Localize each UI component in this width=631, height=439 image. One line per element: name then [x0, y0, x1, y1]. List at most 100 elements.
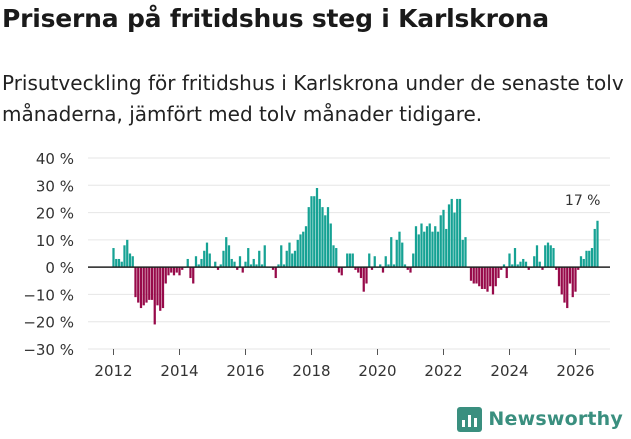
- bar: [568, 267, 572, 284]
- bar: [423, 231, 426, 268]
- bar: [148, 267, 151, 300]
- bar: [398, 231, 401, 268]
- bar: [214, 261, 217, 268]
- bar: [134, 267, 137, 298]
- bar: [233, 261, 236, 268]
- bar: [288, 242, 291, 268]
- bar: [274, 267, 277, 279]
- bar: [428, 223, 431, 268]
- bar: [156, 267, 159, 306]
- y-tick-label: 0 %: [45, 259, 74, 277]
- x-tick-label: 2026: [556, 362, 594, 380]
- bar: [403, 264, 407, 268]
- bar: [486, 267, 489, 292]
- bar: [577, 267, 580, 270]
- bar: [142, 267, 145, 306]
- bar: [373, 256, 376, 268]
- bar: [203, 250, 206, 268]
- bar: [186, 258, 189, 268]
- bar: [260, 264, 264, 268]
- bar: [150, 267, 154, 300]
- bar: [370, 267, 374, 270]
- x-tick-label: 2016: [226, 362, 264, 380]
- bar: [420, 223, 423, 268]
- bar: [571, 267, 574, 298]
- bar: [475, 267, 478, 284]
- bar: [255, 264, 258, 268]
- bar: [359, 267, 363, 279]
- bar: [519, 261, 522, 268]
- bar: [535, 245, 539, 268]
- x-tick-label: 2014: [160, 362, 198, 380]
- bar: [112, 248, 115, 268]
- bar: [313, 196, 316, 268]
- bar: [227, 245, 231, 268]
- bar: [409, 267, 412, 273]
- bar: [511, 264, 514, 268]
- bar: [139, 267, 143, 309]
- bar: [544, 245, 547, 268]
- bar: [453, 212, 456, 268]
- bar: [588, 250, 591, 268]
- bar: [244, 261, 247, 268]
- x-axis: 2012 2014 2016 2018 2020 2022 2024 2026: [94, 349, 595, 380]
- chart-subtitle: Prisutveckling för fritidshus i Karlskro…: [2, 71, 624, 126]
- bar: [439, 215, 442, 268]
- x-tick-label: 2018: [292, 362, 330, 380]
- bar: [167, 267, 170, 276]
- bar: [585, 250, 588, 268]
- bar: [302, 231, 305, 268]
- bar: [596, 220, 599, 268]
- bar: [381, 267, 385, 273]
- bar: [357, 267, 360, 273]
- bar: [170, 267, 173, 273]
- bar: [483, 267, 486, 289]
- bar: [395, 239, 398, 268]
- bar: [516, 264, 519, 268]
- bar: [434, 226, 437, 268]
- bar: [351, 253, 354, 268]
- bar: [582, 258, 585, 268]
- bar: [387, 264, 390, 268]
- bar: [524, 261, 528, 268]
- bar: [445, 228, 448, 268]
- y-tick-label: −10 %: [23, 286, 74, 304]
- bar: [277, 264, 280, 268]
- bar: [249, 264, 253, 268]
- bar: [230, 258, 233, 268]
- bar: [425, 226, 429, 268]
- bar: [472, 267, 475, 284]
- bar: [354, 267, 357, 270]
- bar: [541, 267, 544, 270]
- bar: [469, 267, 473, 281]
- bar: [222, 250, 225, 268]
- bar: [280, 245, 283, 268]
- bar: [560, 267, 563, 295]
- y-tick-label: 20 %: [36, 205, 74, 223]
- bar: [348, 253, 352, 268]
- bar: [315, 188, 319, 268]
- x-tick-label: 2022: [424, 362, 462, 380]
- bar: [299, 234, 302, 268]
- bar: [401, 242, 404, 268]
- bar: [412, 253, 415, 268]
- bar: [450, 198, 453, 268]
- bar: [208, 253, 211, 268]
- bar: [123, 245, 126, 268]
- bar: [159, 267, 162, 311]
- bar: [552, 248, 555, 268]
- bar: [494, 267, 497, 287]
- bar: [491, 267, 495, 295]
- x-tick-label: 2024: [490, 362, 528, 380]
- bar: [258, 250, 261, 268]
- bar: [318, 198, 321, 268]
- bar: [178, 267, 181, 276]
- bar: [379, 264, 382, 268]
- bar: [431, 231, 434, 268]
- bar: [192, 267, 195, 284]
- y-tick-label: −20 %: [23, 314, 74, 332]
- bar: [458, 198, 462, 268]
- bar: [442, 209, 445, 268]
- bar: [285, 250, 288, 268]
- bar: [574, 267, 577, 292]
